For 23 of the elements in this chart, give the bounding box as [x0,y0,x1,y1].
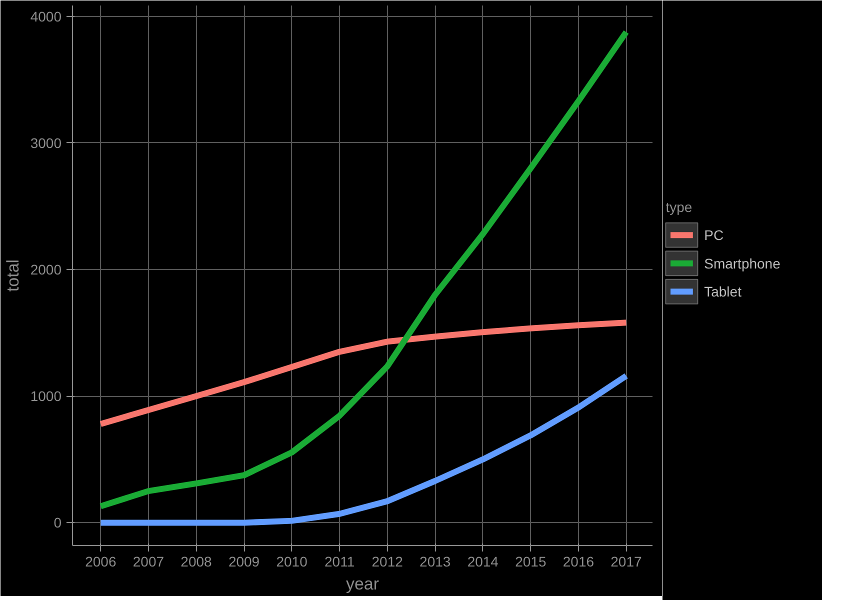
y-axis-title: total [3,259,22,292]
x-tick-label: 2013 [420,554,451,570]
x-tick-label: 2010 [276,554,308,570]
y-tick-label: 1000 [30,388,62,404]
x-tick-label: 2012 [372,554,404,570]
x-tick-label: 2006 [85,554,116,570]
y-tick-label: 0 [54,514,62,531]
y-tick-label: 3000 [30,134,62,151]
legend-title: type [666,198,692,215]
legend-label: PC [704,227,724,244]
legend-label: Smartphone [704,255,781,272]
x-tick-label: 2016 [562,554,594,570]
x-tick-label: 2017 [610,554,642,570]
x-tick-label: 2008 [180,554,212,570]
x-tick-label: 2007 [132,554,164,570]
x-tick-label: 2015 [515,554,546,570]
y-tick-label: 2000 [30,261,62,278]
x-axis-title: year [346,574,380,594]
x-tick-label: 2009 [228,554,260,570]
legend-label: Tablet [704,284,742,300]
x-tick-label: 2011 [324,554,355,570]
y-tick-label: 4000 [30,8,62,24]
x-tick-label: 2014 [467,554,499,570]
